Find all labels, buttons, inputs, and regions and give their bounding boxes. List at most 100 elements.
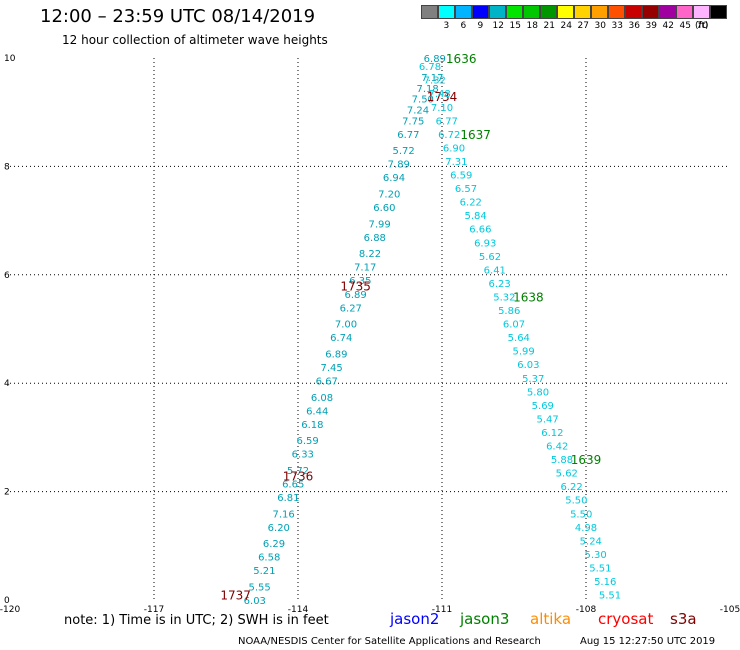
wave-height-value: 7.31 bbox=[445, 157, 467, 168]
wave-height-value: 7.89 bbox=[388, 160, 410, 171]
pass-time-label: 1735 bbox=[340, 280, 371, 294]
wave-height-value: 5.30 bbox=[584, 550, 606, 561]
wave-height-value: 6.60 bbox=[373, 203, 395, 214]
wave-height-value: 5.47 bbox=[536, 414, 558, 425]
wave-height-value: 5.37 bbox=[522, 374, 544, 385]
legend-label: 21 bbox=[543, 21, 555, 31]
legend-swatch bbox=[557, 5, 574, 19]
wave-height-value: 5.84 bbox=[464, 211, 486, 222]
wave-height-value: 6.77 bbox=[397, 130, 419, 141]
wave-height-value: 6.41 bbox=[484, 265, 506, 276]
wave-height-value: 7.17 bbox=[354, 263, 376, 274]
wave-height-value: 7.99 bbox=[368, 219, 390, 230]
wave-height-value: 6.12 bbox=[541, 428, 563, 439]
legend-swatch bbox=[642, 5, 659, 19]
y-tick-label: 6 bbox=[4, 271, 10, 281]
legend-label: 42 bbox=[662, 21, 674, 31]
wave-height-value: 7.10 bbox=[431, 103, 453, 114]
wave-height-value: 5.88 bbox=[551, 455, 573, 466]
y-tick-label: 0 bbox=[4, 596, 10, 606]
wave-height-value: 6.81 bbox=[277, 493, 299, 504]
pass-time-label: 1638 bbox=[513, 290, 544, 304]
satellite-label-altika: altika bbox=[530, 610, 572, 628]
wave-height-value: 5.72 bbox=[287, 466, 309, 477]
wave-height-value: 5.50 bbox=[565, 496, 587, 507]
legend-unit: (ft) bbox=[695, 21, 709, 31]
x-tick-label: -105 bbox=[720, 605, 740, 615]
pass-time-label: 1636 bbox=[446, 52, 477, 66]
wave-height-value: 6.42 bbox=[546, 442, 568, 453]
wave-height-value: 7.48 bbox=[428, 89, 450, 100]
legend-labels: 3 6 9 12 15 18 21 24 27 30 33 36 39 42 45 70 (ft) bbox=[421, 19, 727, 31]
legend-swatch bbox=[625, 5, 642, 19]
wave-height-value: 7.00 bbox=[335, 320, 357, 331]
y-tick-label: 2 bbox=[4, 488, 10, 498]
wave-height-value: 5.51 bbox=[589, 563, 611, 574]
legend-swatch bbox=[574, 5, 591, 19]
wave-height-value: 5.64 bbox=[508, 333, 530, 344]
wave-height-value: 6.89 bbox=[344, 290, 366, 301]
x-tick-label: -111 bbox=[432, 605, 452, 615]
legend-label: 3 bbox=[443, 21, 450, 31]
wave-height-value: 6.33 bbox=[292, 450, 314, 461]
wave-height-value: 6.65 bbox=[282, 479, 304, 490]
wave-height-value: 6.22 bbox=[560, 482, 582, 493]
wave-height-value: 4.98 bbox=[575, 523, 597, 534]
wave-height-value: 6.59 bbox=[450, 171, 472, 182]
wave-height-value: 6.44 bbox=[306, 406, 328, 417]
wave-height-value: 5.80 bbox=[527, 387, 549, 398]
wave-height-value: 6.03 bbox=[517, 360, 539, 371]
legend-swatch bbox=[455, 5, 472, 19]
legend-label: 12 bbox=[492, 21, 504, 31]
pass-time-label: 1737 bbox=[220, 589, 251, 603]
wave-height-value: 6.35 bbox=[349, 276, 371, 287]
wave-height-value: 6.78 bbox=[419, 62, 441, 73]
wave-height-value: 6.58 bbox=[258, 553, 280, 564]
wave-height-value: 7.17 bbox=[421, 73, 443, 84]
wave-height-value: 5.72 bbox=[392, 146, 414, 157]
footer-credit: NOAA/NESDIS Center for Satellite Applica… bbox=[238, 636, 541, 647]
legend-label: 33 bbox=[611, 21, 623, 31]
wave-height-value: 6.77 bbox=[436, 116, 458, 127]
wave-height-value: 5.55 bbox=[248, 582, 270, 593]
legend-label: 6 bbox=[460, 21, 467, 31]
wave-height-value: 6.74 bbox=[330, 333, 352, 344]
satellite-label-cryosat: cryosat bbox=[598, 610, 654, 628]
wave-height-value: 5.62 bbox=[556, 469, 578, 480]
legend-swatch bbox=[489, 5, 506, 19]
wave-height-value: 6.18 bbox=[301, 420, 323, 431]
legend-label: 30 bbox=[594, 21, 606, 31]
y-tick-label: 10 bbox=[4, 54, 16, 64]
x-tick-label: -117 bbox=[144, 605, 164, 615]
wave-height-value: 5.86 bbox=[498, 306, 520, 317]
x-tick-label: -108 bbox=[576, 605, 597, 615]
wave-height-value: 6.94 bbox=[383, 173, 405, 184]
wave-height-value: 6.27 bbox=[340, 303, 362, 314]
satellite-label-jason2: jason2 bbox=[390, 610, 440, 628]
wave-height-value: 6.03 bbox=[244, 596, 266, 607]
legend-swatch bbox=[506, 5, 523, 19]
color-legend: 3 6 9 12 15 18 21 24 27 30 33 36 39 42 45 70 (ft) bbox=[421, 5, 727, 31]
y-tick-label: 4 bbox=[4, 379, 10, 389]
legend-swatch bbox=[693, 5, 710, 19]
wave-height-value: 6.89 bbox=[325, 349, 347, 360]
legend-label: 36 bbox=[628, 21, 640, 31]
legend-swatch bbox=[523, 5, 540, 19]
wave-height-value: 6.20 bbox=[268, 523, 290, 534]
wave-height-value: 5.21 bbox=[253, 566, 275, 577]
wave-height-value: 5.69 bbox=[532, 401, 554, 412]
footer-timestamp: Aug 15 12:27:50 UTC 2019 bbox=[580, 636, 716, 647]
wave-height-value: 6.29 bbox=[263, 539, 285, 550]
satellite-label-jason3: jason3 bbox=[460, 610, 510, 628]
wave-height-value: 7.32 bbox=[424, 76, 446, 87]
legend-label: 15 bbox=[509, 21, 521, 31]
wave-height-value: 6.89 bbox=[424, 54, 446, 65]
note-text: note: 1) Time is in UTC; 2) SWH is in fe… bbox=[64, 613, 329, 628]
legend-label: 9 bbox=[477, 21, 484, 31]
legend-label: 24 bbox=[560, 21, 572, 31]
wave-height-value: 5.32 bbox=[493, 292, 515, 303]
wave-height-value: 7.45 bbox=[320, 363, 342, 374]
wave-height-value: 8.22 bbox=[359, 249, 381, 260]
legend-swatch bbox=[472, 5, 489, 19]
wave-height-value: 6.72 bbox=[438, 130, 460, 141]
